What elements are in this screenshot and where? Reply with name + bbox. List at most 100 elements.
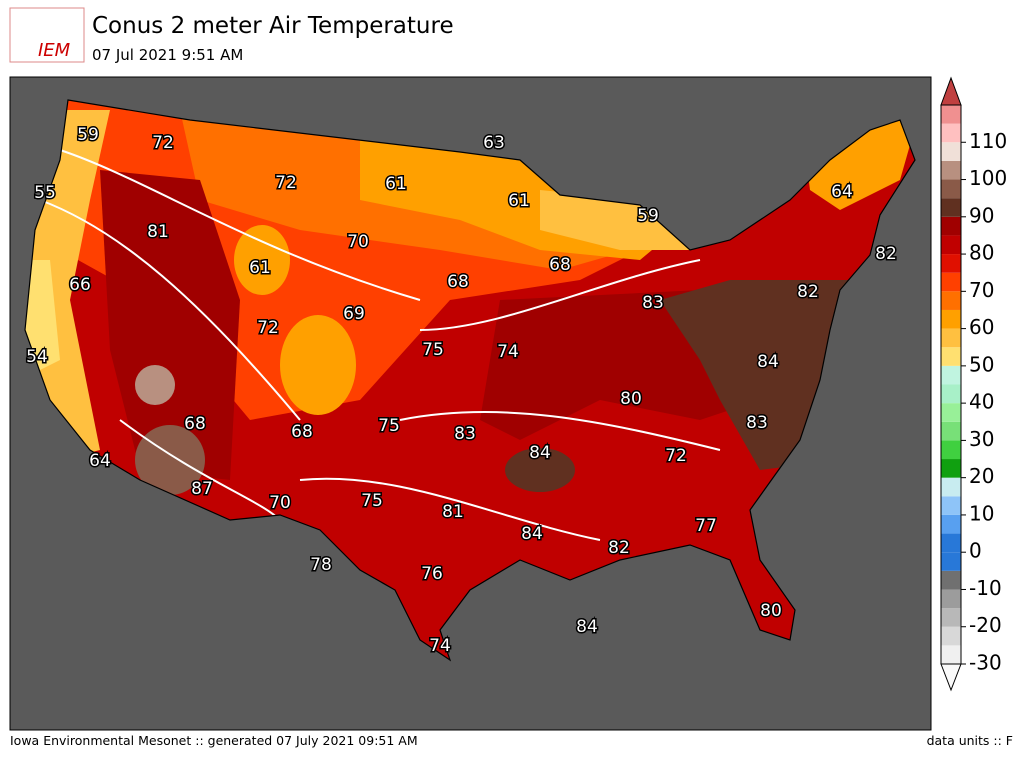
colorbar-tick-label: 50 xyxy=(969,352,994,376)
colorbar-segment xyxy=(941,235,961,255)
colorbar-segment xyxy=(941,365,961,385)
temperature-label: 59 xyxy=(637,206,659,226)
temperature-label: 72 xyxy=(275,173,297,193)
colorbar-segment xyxy=(941,347,961,366)
temperature-label: 83 xyxy=(642,293,664,313)
temperature-label: 61 xyxy=(249,258,271,278)
temperature-label: 84 xyxy=(521,524,543,544)
colorbar-tick-label: 60 xyxy=(969,315,994,339)
colorbar-segment xyxy=(941,328,961,348)
colorbar-extend-top xyxy=(940,76,962,106)
colorbar-segment xyxy=(941,179,961,199)
colorbar-tick-label: -20 xyxy=(969,613,1002,637)
temperature-label: 68 xyxy=(447,272,469,292)
subtitle: 07 Jul 2021 9:51 AM xyxy=(92,46,243,64)
colorbar-tick-label: 20 xyxy=(969,464,994,488)
temperature-label: 59 xyxy=(77,125,99,145)
contour xyxy=(39,149,721,541)
temperature-label: 83 xyxy=(746,413,768,433)
temperature-label: 81 xyxy=(147,222,169,242)
colorbar-segment xyxy=(941,645,961,664)
colorbar-tick-label: -30 xyxy=(969,651,1002,675)
temperature-label: 61 xyxy=(385,174,407,194)
temperature-label: 55 xyxy=(34,183,56,203)
temperature-label: 68 xyxy=(549,255,571,275)
temperature-label: 76 xyxy=(421,564,443,584)
temperature-label: 82 xyxy=(875,244,897,264)
colorbar-tick-label: 100 xyxy=(969,166,1007,190)
colorbar-tick-label: 110 xyxy=(969,129,1007,153)
logo-text: IEM xyxy=(38,40,71,61)
temperature-label: 61 xyxy=(508,191,530,211)
country-border xyxy=(24,99,916,662)
temperature-label: 70 xyxy=(269,493,291,513)
temperature-label: 63 xyxy=(483,133,505,153)
temperature-label: 64 xyxy=(831,182,853,202)
temperature-labels: 59 72 55 72 61 63 61 59 64 81 70 61 82 66 68 68 82 83 72 69… xyxy=(25,124,899,658)
colorbar-segment xyxy=(941,309,961,329)
colorbar-segment xyxy=(941,160,961,180)
colorbar-segment xyxy=(941,552,961,571)
colorbar-segment xyxy=(941,291,961,310)
colorbar-extend-bottom xyxy=(940,663,962,692)
temperature-label: 80 xyxy=(620,389,642,409)
temperature-label: 82 xyxy=(797,282,819,302)
zone xyxy=(234,225,290,295)
colorbar-segment xyxy=(941,123,961,143)
temperature-label: 68 xyxy=(184,414,206,434)
colorbar-segment xyxy=(941,105,961,124)
logo-frame xyxy=(9,7,85,63)
colorbar-segment xyxy=(941,533,961,553)
zone xyxy=(660,280,850,470)
colorbar-segment xyxy=(941,570,961,590)
zone xyxy=(505,448,575,492)
colorbar-segment xyxy=(941,272,961,292)
footer-left: Iowa Environmental Mesonet :: generated … xyxy=(10,733,418,748)
temperature-label: 72 xyxy=(257,318,279,338)
colorbar: -30 -20 -10 0 10 20 30 40 50 60 70 80 90 100 110 xyxy=(940,76,1007,692)
colorbar-tick-label: 10 xyxy=(969,501,994,525)
temperature-label: 80 xyxy=(760,601,782,621)
colorbar-frame xyxy=(940,104,962,665)
colorbar-segment xyxy=(941,403,961,422)
colorbar-tick-label: 0 xyxy=(969,539,982,563)
colorbar-segment xyxy=(941,608,961,627)
zone xyxy=(540,190,690,250)
colorbar-segment xyxy=(941,440,961,460)
temperature-label: 66 xyxy=(69,275,91,295)
temperature-label: 83 xyxy=(454,424,476,444)
colorbar-segment xyxy=(941,496,961,515)
temperature-label: 74 xyxy=(497,342,519,362)
colorbar-tick-label: 90 xyxy=(969,203,994,227)
colorbar-segment xyxy=(941,477,961,497)
colorbar-tick-label: 80 xyxy=(969,241,994,265)
temperature-label: 75 xyxy=(422,340,444,360)
colorbar-segment xyxy=(941,254,961,273)
temperature-label: 78 xyxy=(310,555,332,575)
temperature-label: 72 xyxy=(152,133,174,153)
temperature-label: 87 xyxy=(191,479,213,499)
temperature-label: 68 xyxy=(291,422,313,442)
zone xyxy=(280,315,356,415)
colorbar-segment xyxy=(941,589,961,609)
colorbar-segment xyxy=(941,384,961,404)
colorbar-tick-label: 30 xyxy=(969,427,994,451)
colorbar-segment xyxy=(941,198,961,217)
title: Conus 2 meter Air Temperature xyxy=(92,13,454,39)
colorbar-segment xyxy=(941,421,961,441)
colorbar-segment xyxy=(941,142,961,161)
zone xyxy=(135,365,175,405)
temperature-label: 70 xyxy=(347,232,369,252)
temperature-label: 69 xyxy=(343,304,365,324)
temperature-label: 72 xyxy=(665,446,687,466)
footer-right: data units :: F xyxy=(927,733,1013,748)
zone xyxy=(100,170,240,480)
temperature-label: 81 xyxy=(442,502,464,522)
temperature-label: 84 xyxy=(757,352,779,372)
colorbar-segment xyxy=(941,216,961,236)
temperature-label: 77 xyxy=(695,516,717,536)
temperature-label: 54 xyxy=(26,347,48,367)
colorbar-segment xyxy=(941,626,961,646)
colorbar-tick-label: -10 xyxy=(969,576,1002,600)
